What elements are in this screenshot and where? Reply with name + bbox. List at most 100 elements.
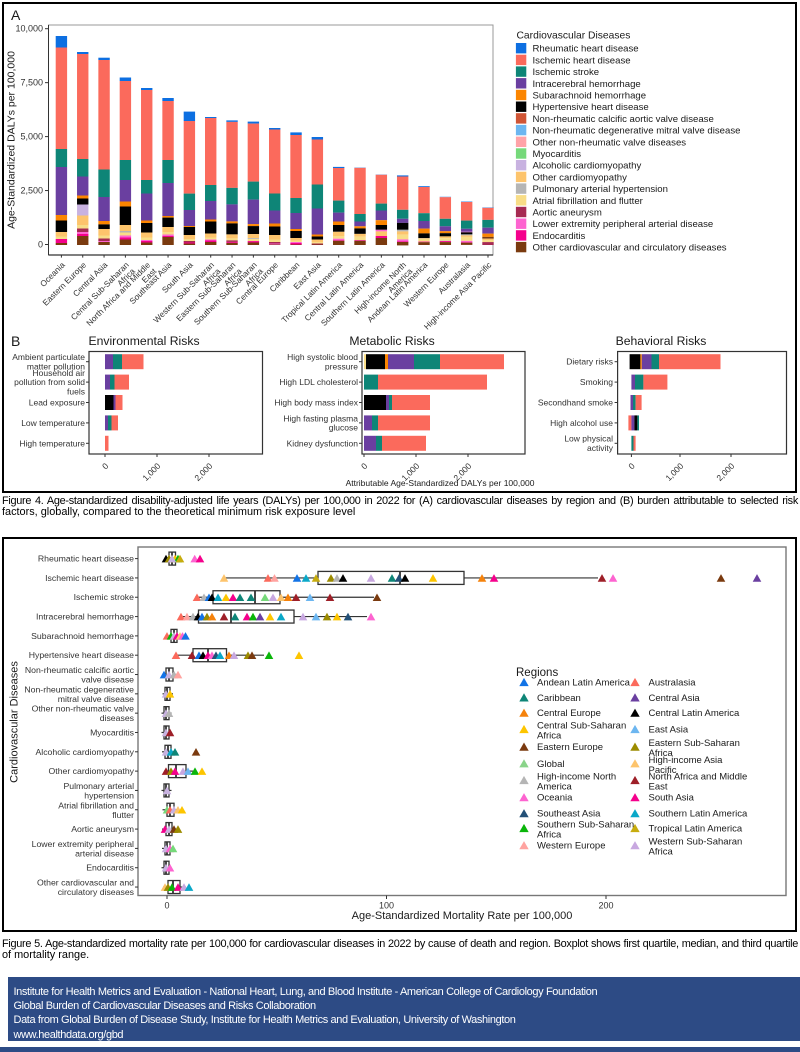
svg-text:Ischemic heart disease: Ischemic heart disease [533,55,631,66]
svg-text:Cardiovascular Diseases: Cardiovascular Diseases [517,31,631,42]
svg-text:Non-rheumatic calcific aortic: Non-rheumatic calcific aortic [25,665,135,675]
svg-text:High-income North: High-income North [537,772,616,783]
svg-text:Southern Sub-Saharan: Southern Sub-Saharan [537,820,634,831]
svg-text:pollution from solid: pollution from solid [14,377,85,387]
svg-text:Low temperature: Low temperature [21,418,85,428]
svg-text:Aortic aneurysm: Aortic aneurysm [533,208,602,219]
svg-text:10,000: 10,000 [15,24,43,34]
svg-text:Metabolic Risks: Metabolic Risks [349,334,434,348]
svg-text:Age-Standardized DALYs per 100: Age-Standardized DALYs per 100,000 [5,51,17,229]
svg-text:Cardiovascular Diseases: Cardiovascular Diseases [9,661,21,783]
svg-text:Non-rheumatic degenerative: Non-rheumatic degenerative [24,684,134,694]
svg-text:0: 0 [164,901,169,911]
svg-text:mitral valve disease: mitral valve disease [58,694,134,704]
svg-text:Ischemic stroke: Ischemic stroke [533,67,600,78]
svg-text:Pacific: Pacific [649,765,677,776]
svg-text:fuels: fuels [67,386,85,396]
svg-text:Oceania: Oceania [537,793,573,804]
svg-text:7,500: 7,500 [20,78,43,88]
svg-text:Attributable Age-Standardized: Attributable Age-Standardized DALYs per … [346,478,535,488]
svg-text:Atrial fibrillation and: Atrial fibrillation and [58,800,134,810]
svg-text:Household air: Household air [33,368,86,378]
svg-text:Rheumatic heart disease: Rheumatic heart disease [533,44,639,55]
svg-text:2,500: 2,500 [20,186,43,196]
svg-text:Environmental Risks: Environmental Risks [88,334,199,348]
svg-text:Regions: Regions [516,667,558,679]
svg-text:Subarachnoid hemorrhage: Subarachnoid hemorrhage [533,91,647,102]
svg-text:Myocarditis: Myocarditis [533,149,582,160]
svg-text:Subarachnoid hemorrhage: Subarachnoid hemorrhage [31,631,134,641]
svg-text:hypertension: hypertension [84,790,134,800]
svg-text:Pulmonary arterial hypertensio: Pulmonary arterial hypertension [533,184,668,195]
svg-text:5,000: 5,000 [20,132,43,142]
svg-text:South Asia: South Asia [649,793,695,804]
svg-text:Eastern Sub-Saharan: Eastern Sub-Saharan [649,738,740,749]
svg-text:valve disease: valve disease [81,675,134,685]
svg-text:pressure: pressure [325,361,358,371]
svg-text:200: 200 [598,901,613,911]
svg-text:High-income Asia: High-income Asia [649,755,724,766]
svg-text:0: 0 [359,461,370,472]
svg-text:flutter: flutter [112,810,134,820]
svg-text:Endocarditis: Endocarditis [533,231,586,242]
svg-text:Ambient particulate: Ambient particulate [12,352,85,362]
svg-text:Atrial fibrillation and flutte: Atrial fibrillation and flutter [533,196,644,207]
svg-text:Africa: Africa [537,731,562,742]
svg-text:Myocarditis: Myocarditis [90,727,135,737]
svg-text:Intracerebral hemorrhage: Intracerebral hemorrhage [36,612,134,622]
svg-text:Caribbean: Caribbean [537,693,581,704]
svg-text:Africa: Africa [649,847,674,858]
svg-text:Rheumatic heart disease: Rheumatic heart disease [38,554,134,564]
svg-text:circulatory diseases: circulatory diseases [58,887,135,897]
svg-text:activity: activity [587,443,614,453]
svg-text:Behavioral Risks: Behavioral Risks [616,334,707,348]
svg-text:East: East [649,782,668,793]
svg-text:Hypertensive heart disease: Hypertensive heart disease [29,650,134,660]
svg-text:High alcohol use: High alcohol use [550,418,613,428]
svg-text:Pulmonary arterial: Pulmonary arterial [64,781,135,791]
svg-text:A: A [11,7,21,23]
svg-text:Western Europe: Western Europe [537,841,605,852]
svg-text:Central Europe: Central Europe [537,708,601,719]
svg-text:100: 100 [379,901,394,911]
svg-text:Ischemic heart disease: Ischemic heart disease [45,573,134,583]
svg-text:Southern Latin America: Southern Latin America [649,809,748,820]
svg-text:High systolic blood: High systolic blood [287,352,358,362]
svg-text:Central Latin America: Central Latin America [649,708,741,719]
svg-text:0: 0 [100,461,111,472]
svg-text:Tropical Latin America: Tropical Latin America [649,824,743,835]
svg-text:High LDL cholesterol: High LDL cholesterol [279,377,358,387]
svg-text:B: B [11,333,20,349]
svg-text:North Africa and Middle: North Africa and Middle [649,772,748,783]
svg-text:High fasting plasma: High fasting plasma [283,413,358,423]
svg-text:Low physical: Low physical [564,434,613,444]
svg-text:Dietary risks: Dietary risks [566,357,613,367]
svg-text:matter pollution: matter pollution [27,361,85,371]
svg-text:Alcoholic cardiomyopathy: Alcoholic cardiomyopathy [35,747,134,757]
svg-text:Age-Standardized Mortality Rat: Age-Standardized Mortality Rate per 100,… [352,910,573,922]
svg-text:Other cardiovascular and circu: Other cardiovascular and circulatory dis… [533,243,727,254]
svg-text:Other cardiomyopathy: Other cardiomyopathy [49,766,135,776]
svg-text:High temperature: High temperature [19,438,85,448]
svg-text:Southeast Asia: Southeast Asia [537,809,601,820]
svg-text:Lower extremity peripheral art: Lower extremity peripheral arterial dise… [533,219,714,230]
svg-text:Australasia: Australasia [649,678,697,689]
svg-text:Intracerebral hemorrhage: Intracerebral hemorrhage [533,79,641,90]
svg-text:Central Sub-Saharan: Central Sub-Saharan [537,721,626,732]
svg-text:Non-rheumatic calcific aortic: Non-rheumatic calcific aortic valve dise… [533,114,714,125]
svg-text:Lead exposure: Lead exposure [29,398,86,408]
svg-text:Aortic aneurysm: Aortic aneurysm [71,824,134,834]
svg-text:Africa: Africa [649,748,674,759]
svg-text:Global: Global [537,759,564,770]
svg-text:America: America [537,782,573,793]
svg-text:Other non-rheumatic valve dise: Other non-rheumatic valve diseases [533,137,687,148]
svg-text:Other non-rheumatic valve: Other non-rheumatic valve [32,704,135,714]
svg-text:0: 0 [626,461,637,472]
svg-text:Ischemic stroke: Ischemic stroke [74,592,135,602]
svg-text:East Asia: East Asia [649,725,689,736]
svg-text:Andean Latin America: Andean Latin America [537,678,631,689]
svg-text:Smoking: Smoking [580,377,613,387]
svg-text:Alcoholic cardiomyopathy: Alcoholic cardiomyopathy [533,161,642,172]
svg-text:Africa: Africa [537,830,562,841]
svg-text:High body mass index: High body mass index [274,398,358,408]
